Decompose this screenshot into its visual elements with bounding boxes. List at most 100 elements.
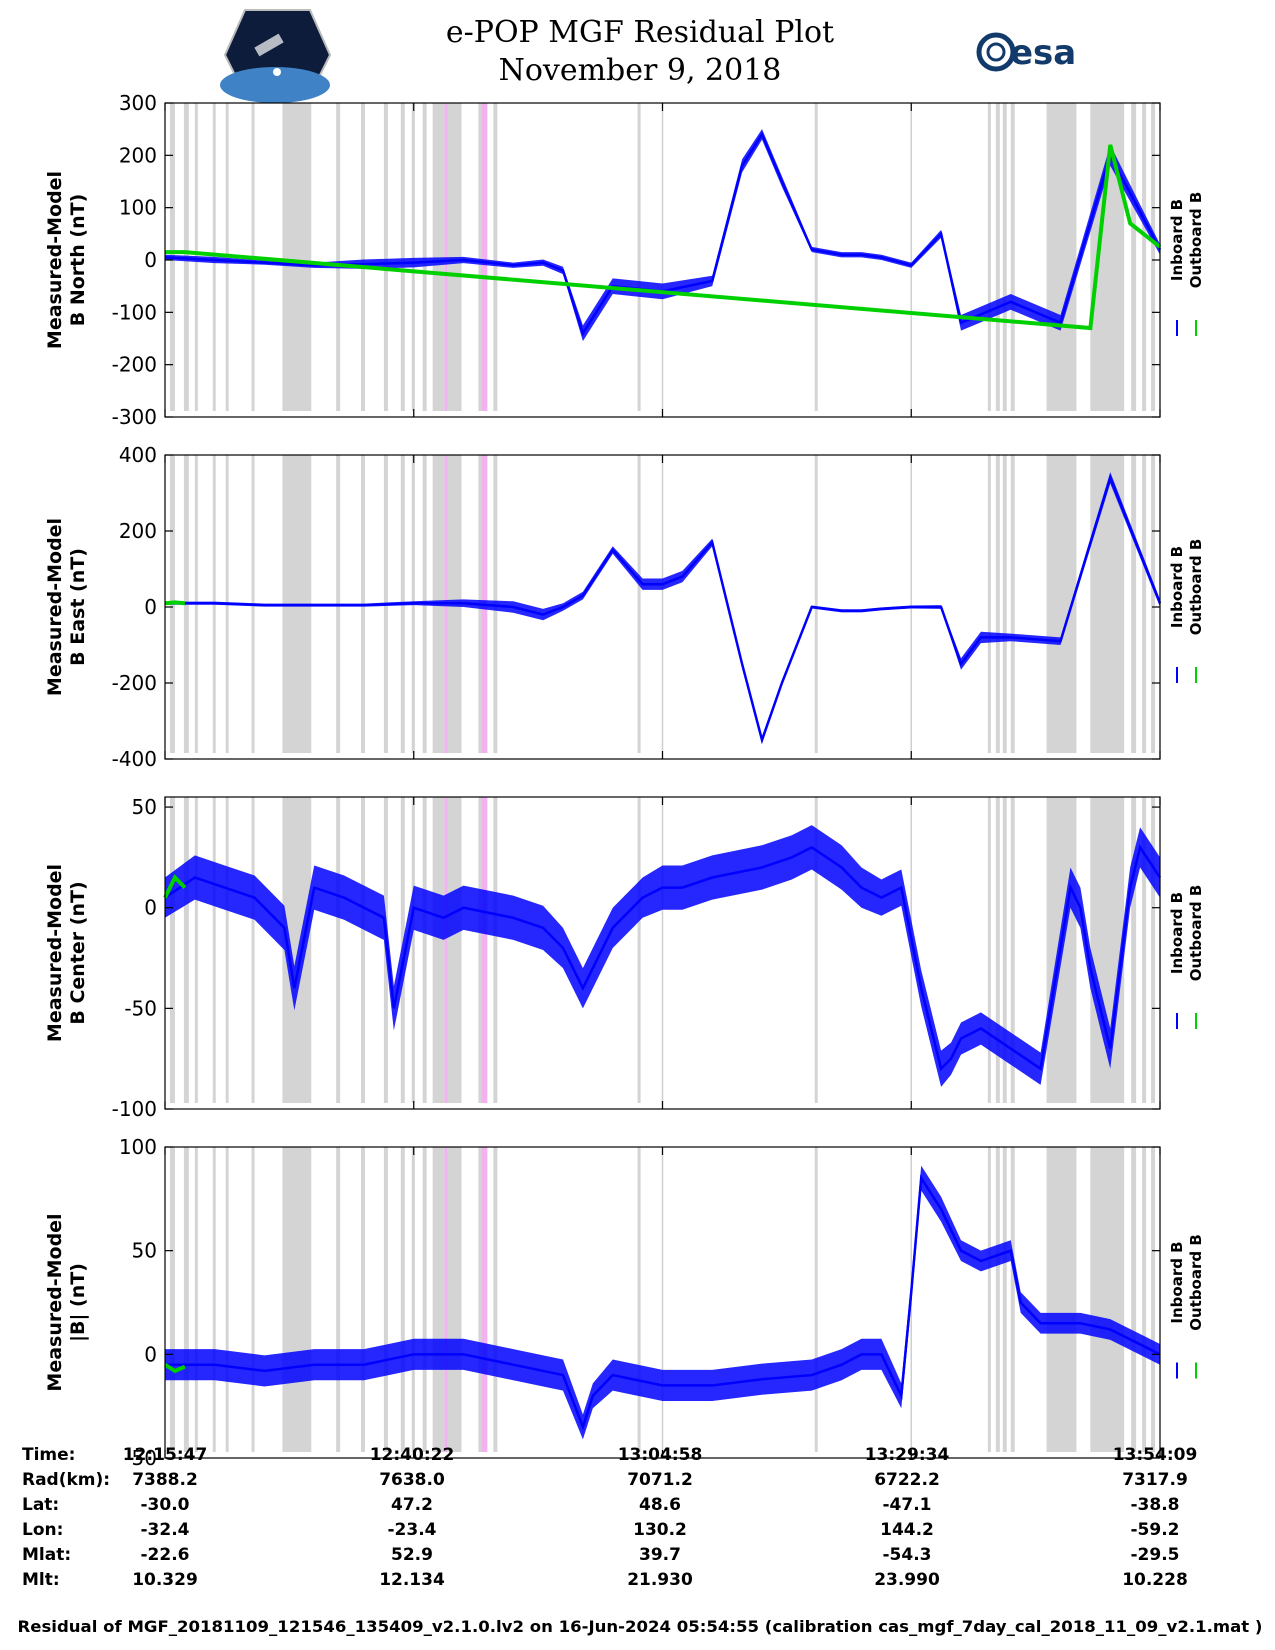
data-gap-band (1131, 1147, 1137, 1452)
y-tick-label: 0 (144, 1342, 157, 1366)
info-label-mlt: Mlt: (22, 1570, 60, 1590)
info-value: 13:54:09 (1113, 1445, 1198, 1465)
panel-1: 300 200 100 0 -100 -200 -300 Measured-Model B No… (44, 91, 1205, 429)
data-gap-band (169, 797, 175, 1103)
info-column-2: 12:40:22 7638.0 47.2 -23.4 52.9 12.134 (370, 1445, 455, 1590)
info-value: -59.2 (1131, 1520, 1180, 1540)
y-tick-label: 0 (144, 248, 157, 272)
data-gap-band (814, 797, 818, 1103)
y-axis-label: B North (nT) (67, 194, 89, 327)
data-gap-band (987, 797, 991, 1103)
data-gap-band (1090, 455, 1125, 753)
info-value: 39.7 (639, 1545, 681, 1565)
plot-date: November 9, 2018 (499, 53, 782, 88)
info-value: -38.8 (1131, 1495, 1180, 1515)
cassiope-logo (220, 9, 332, 103)
info-label-time: Time: (22, 1445, 75, 1465)
info-value: 12:15:47 (123, 1445, 208, 1465)
info-value: 144.2 (880, 1520, 934, 1540)
data-gap-band (336, 797, 341, 1103)
info-value: -32.4 (141, 1520, 190, 1540)
data-gap-band (1142, 455, 1147, 753)
data-gap-band (169, 1147, 175, 1452)
calibration-gap-band (444, 797, 448, 1103)
legend-outboard-label: Outboard B (1187, 192, 1205, 289)
data-gap-band (1151, 103, 1156, 411)
footer-caption: Residual of MGF_20181109_121546_135409_v… (18, 1617, 1263, 1636)
outboard-b-line (165, 144, 1162, 331)
info-label-lat: Lat: (22, 1495, 59, 1515)
data-gap-band (1090, 103, 1125, 411)
calibration-gap-band (481, 797, 488, 1103)
info-value: 7638.0 (379, 1470, 445, 1490)
info-column-3: 13:04:58 7071.2 48.6 130.2 39.7 21.930 (618, 1445, 703, 1590)
info-label-rad: Rad(km): (22, 1470, 110, 1490)
data-gap-band (1142, 797, 1147, 1103)
data-gap-band (225, 797, 229, 1103)
data-gap-band (400, 1147, 405, 1452)
data-gap-band (1046, 103, 1077, 411)
y-tick-label: -50 (124, 996, 157, 1020)
legend-inboard-label: Inboard B (1168, 1241, 1186, 1323)
data-gap-band (1010, 455, 1015, 753)
data-gap-band (814, 1147, 818, 1452)
calibration-gap-band (481, 103, 488, 411)
info-label-mlat: Mlat: (22, 1545, 71, 1565)
data-gap-band (422, 1147, 427, 1452)
data-gap-band (383, 103, 388, 411)
data-gap-band (282, 103, 312, 411)
y-tick-label: 400 (119, 443, 157, 467)
outboard-b-line (163, 874, 187, 899)
legend-outboard-label: Outboard B (1187, 1234, 1205, 1331)
legend-outboard-label: Outboard B (1187, 885, 1205, 982)
info-label-lon: Lon: (22, 1520, 63, 1540)
data-gap-band (1142, 103, 1147, 411)
data-gap-band (995, 455, 1000, 753)
data-gap-band (1002, 455, 1007, 753)
info-value: 7388.2 (132, 1470, 198, 1490)
y-axis-label: B East (nT) (67, 548, 89, 666)
data-gap-band (1142, 1147, 1147, 1452)
info-value: 10.228 (1122, 1570, 1188, 1590)
plot-title: e-POP MGF Residual Plot (446, 15, 834, 50)
calibration-gap-band (444, 1147, 448, 1452)
legend-outboard-label: Outboard B (1187, 539, 1205, 636)
data-gap-band (383, 1147, 388, 1452)
data-gap-band (987, 103, 991, 411)
data-gap-band (1046, 1147, 1077, 1452)
info-value: -54.3 (883, 1545, 932, 1565)
y-axis-label: Measured-Model (44, 1213, 66, 1391)
info-column-1: 12:15:47 7388.2 -30.0 -32.4 -22.6 10.329 (123, 1445, 208, 1590)
inboard-b-line (165, 474, 1162, 745)
data-gap-band (183, 797, 189, 1103)
data-gap-band (1131, 455, 1137, 753)
data-gap-band (400, 103, 405, 411)
info-value: 130.2 (633, 1520, 687, 1540)
legend-inboard-label: Inboard B (1168, 892, 1186, 974)
info-value: 13:04:58 (618, 1445, 703, 1465)
data-gap-band (336, 1147, 341, 1452)
info-value: 6722.2 (874, 1470, 940, 1490)
info-value: 48.6 (639, 1495, 681, 1515)
info-value: -22.6 (141, 1545, 190, 1565)
info-value: 7071.2 (627, 1470, 693, 1490)
panel-4: 100 50 0 -50 Measured-Model |B| (nT) Inboard B… (44, 1135, 1205, 1470)
data-gap-band (814, 455, 818, 753)
info-value: 13:29:34 (865, 1445, 950, 1465)
data-gap-band (478, 797, 482, 1103)
data-gap-band (1002, 797, 1007, 1103)
inboard-b-line (164, 844, 1162, 1072)
data-gap-band (251, 797, 255, 1103)
data-gap-band (1090, 1147, 1125, 1452)
outboard-b-line (163, 1363, 186, 1374)
data-gap-band (432, 797, 445, 1103)
y-tick-label: 50 (132, 795, 157, 819)
y-axis-label: Measured-Model (44, 518, 66, 696)
data-gap-band (447, 103, 462, 411)
data-gap-band (447, 1147, 462, 1452)
legend-inboard-label: Inboard B (1168, 199, 1186, 281)
panel-2: 400 200 0 -200 -400 Measured-Model B East (nT)… (44, 443, 1205, 771)
y-tick-label: 50 (132, 1239, 157, 1263)
data-gap-band (361, 797, 365, 1103)
